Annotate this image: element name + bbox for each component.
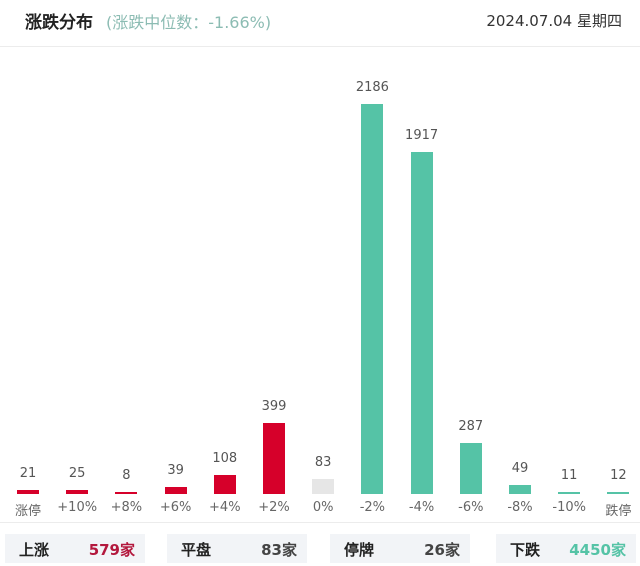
category-label: 涨停 [14,504,41,519]
summary-value: 83家 [261,541,297,559]
bar-value-label: 25 [68,466,86,481]
summary-value: 4450家 [569,541,626,559]
date-label: 2024.07.04 星期四 [486,12,622,30]
bar-value-label: 287 [458,419,484,434]
bar-8 [410,152,433,494]
category-label: +10% [57,500,98,515]
bar-value-label: 108 [212,451,238,466]
bar-0 [17,490,39,494]
summary-value: 579家 [88,541,135,559]
bar-value-label: 11 [560,468,578,483]
bar-7 [361,104,384,494]
chart-title: 涨跌分布 [25,13,93,33]
summary-label: 平盘 [181,541,212,559]
bar-1 [66,490,89,494]
summary-box-0: 上涨 579家 [5,534,145,563]
summary-label: 下跌 [510,541,541,559]
bar-value-label: 1917 [405,128,439,143]
bar-value-label: 39 [167,463,184,478]
bar-value-label: 399 [261,399,287,414]
median-change-subtitle: (涨跌中位数：-1.66%) [106,13,272,32]
bar-3 [164,487,187,494]
category-label: -6% [458,500,484,515]
divider [0,522,640,523]
bar-value-label: 49 [511,461,529,476]
category-label: -2% [359,500,386,515]
bar-5 [263,423,285,494]
bar-value-label: 2186 [355,80,389,95]
summary-label: 停牌 [344,541,375,559]
bar-9 [459,443,482,494]
bar-11 [558,492,581,494]
category-label: +4% [209,500,241,515]
category-label: -10% [552,500,586,515]
bar-2 [115,492,138,494]
category-label: +8% [110,500,143,515]
bar-value-label: 21 [19,466,37,481]
summary-label: 上涨 [19,541,50,559]
bar-value-label: 83 [314,455,332,470]
bar-value-label: 12 [610,468,627,483]
bar-value-label: 8 [122,468,131,483]
summary-box-1: 平盘 83家 [167,534,307,563]
category-label: -8% [507,500,533,515]
summary-box-3: 下跌 4450家 [496,534,636,563]
bar-10 [509,485,531,494]
bar-6 [312,479,335,494]
category-label: 跌停 [605,504,632,519]
distribution-bar-chart: 21 涨停 25 +10% 8 +8% 39 +6% 108 +4% 399 +2% 83 0% 2186 -… [0,47,640,522]
category-label: -4% [408,500,435,515]
category-label: +2% [258,500,290,515]
bar-4 [213,475,236,494]
bar-12 [607,492,630,494]
summary-box-2: 停牌 26家 [330,534,470,563]
summary-value: 26家 [424,541,460,559]
category-label: 0% [312,500,334,515]
category-label: +6% [159,500,192,515]
chart-header: 涨跌分布 (涨跌中位数：-1.66%) 2024.07.04 星期四 [0,0,640,47]
